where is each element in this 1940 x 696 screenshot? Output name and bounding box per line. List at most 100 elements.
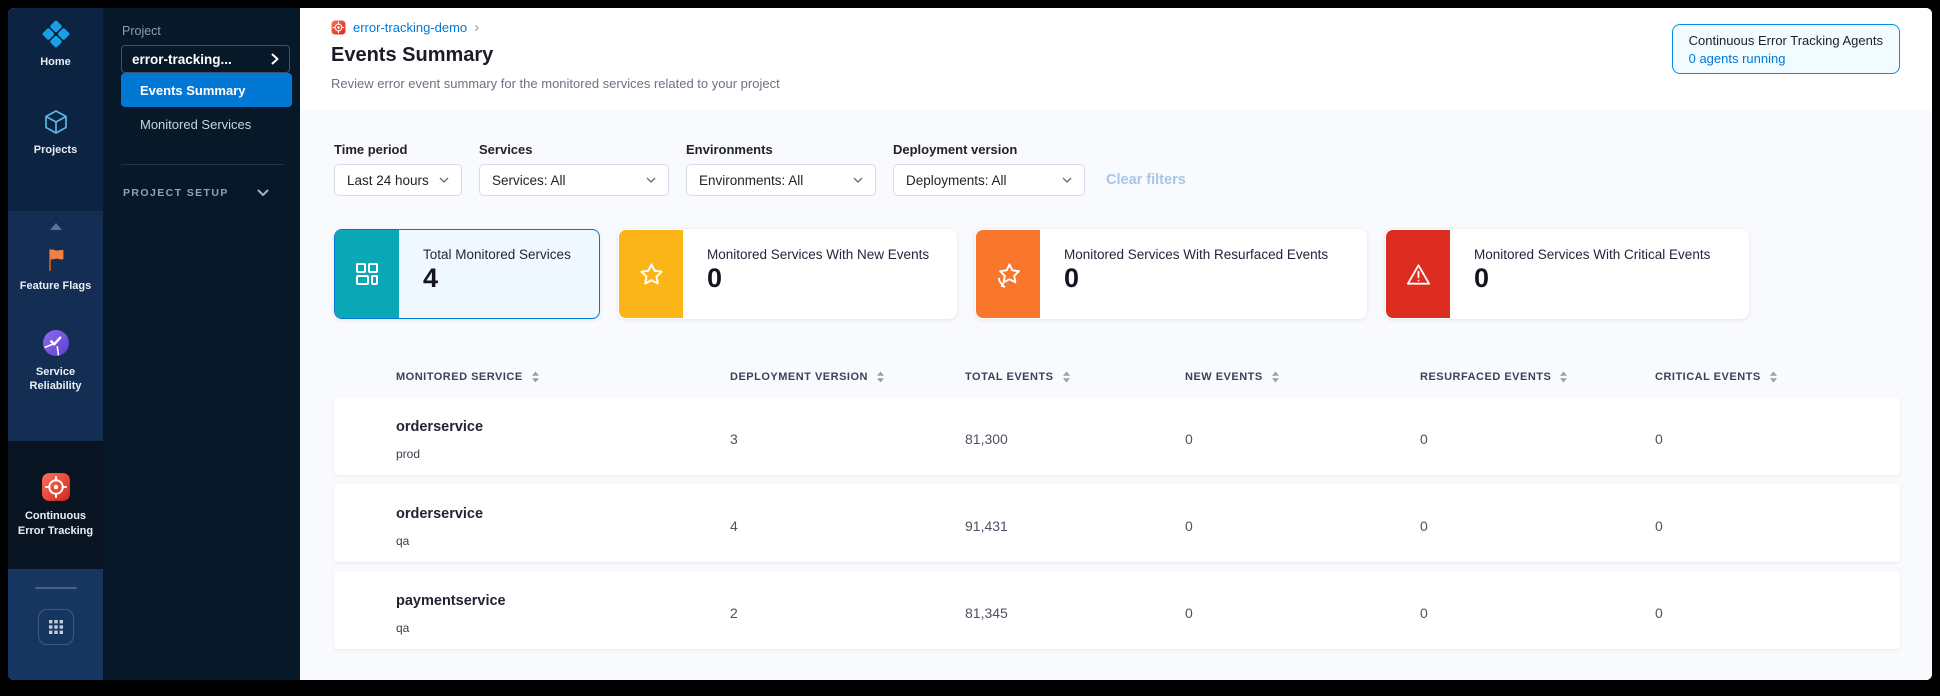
filter-label: Deployment version <box>893 142 1018 157</box>
card-resurfaced-events[interactable]: Monitored Services With Resurfaced Event… <box>975 229 1367 319</box>
table-row[interactable]: paymentservice qa 2 81,345 0 0 0 <box>334 571 1900 649</box>
column-header-critical-events[interactable]: CRITICAL EVENTS <box>1655 371 1900 383</box>
sort-icon[interactable] <box>1271 371 1280 383</box>
time-period-select[interactable]: Last 24 hours <box>334 164 462 196</box>
module-sidebar: Home Projects Feature Flags <box>8 8 103 680</box>
column-header-resurfaced-events[interactable]: RESURFACED EVENTS <box>1420 371 1655 383</box>
sidebar-item-service-reliability[interactable]: Service Reliability <box>8 328 103 394</box>
star-resurfaced-icon <box>997 262 1020 288</box>
card-value: 0 <box>1474 263 1490 293</box>
sidebar-divider <box>34 587 77 590</box>
scroll-up-icon[interactable] <box>46 221 66 231</box>
page-subtitle: Review error event summary for the monit… <box>331 76 780 91</box>
sort-icon[interactable] <box>1559 371 1568 383</box>
service-reliability-icon <box>42 329 69 356</box>
summary-cards: Total Monitored Services 4 Monitored Ser… <box>334 229 1900 319</box>
card-value: 4 <box>423 263 439 293</box>
breadcrumb-project-link[interactable]: error-tracking-demo <box>353 20 468 35</box>
project-selector-value: error-tracking... <box>132 51 232 67</box>
column-header-monitored-service[interactable]: MONITORED SERVICE <box>334 371 730 383</box>
sidebar-item-label: Continuous Error Tracking <box>17 510 94 537</box>
sort-icon[interactable] <box>1062 371 1071 383</box>
sidebar-item-label: Feature Flags <box>19 280 92 293</box>
critical-events-cell: 0 <box>1655 431 1663 447</box>
service-environment: qa <box>396 534 410 548</box>
card-title: Total Monitored Services <box>423 247 571 262</box>
project-setup-toggle[interactable]: PROJECT SETUP <box>123 187 300 199</box>
card-title: Monitored Services With New Events <box>707 247 930 262</box>
module-selector-button[interactable] <box>37 609 74 646</box>
chevron-down-icon <box>646 177 656 183</box>
page-title: Events Summary <box>331 44 494 66</box>
table-row[interactable]: orderservice qa 4 91,431 0 0 0 <box>334 484 1900 562</box>
sort-icon[interactable] <box>876 371 885 383</box>
home-icon <box>42 20 69 48</box>
deployment-version-cell: 2 <box>730 605 738 621</box>
app-window: Home Projects Feature Flags <box>8 8 1932 680</box>
deployments-select[interactable]: Deployments: All <box>893 164 1085 196</box>
table-row[interactable]: orderservice prod 3 81,300 0 0 0 <box>334 397 1900 475</box>
sort-icon[interactable] <box>531 371 540 383</box>
chevron-right-icon: › <box>474 19 480 36</box>
page-body: Time period Last 24 hours Services Servi… <box>300 110 1932 680</box>
star-icon <box>639 262 663 285</box>
chevron-down-icon <box>257 189 269 196</box>
critical-events-cell: 0 <box>1655 605 1663 621</box>
resurfaced-events-cell: 0 <box>1420 518 1428 534</box>
breadcrumb: error-tracking-demo › <box>331 20 780 35</box>
page-header: error-tracking-demo › Events Summary Rev… <box>300 8 1932 110</box>
deployment-version-cell: 4 <box>730 518 738 534</box>
service-name: paymentservice <box>396 593 506 609</box>
clear-filters-button[interactable]: Clear filters <box>1106 172 1186 188</box>
resurfaced-events-cell: 0 <box>1420 431 1428 447</box>
total-events-cell: 81,345 <box>965 605 1008 621</box>
main-content: error-tracking-demo › Events Summary Rev… <box>300 8 1932 680</box>
critical-events-cell: 0 <box>1655 518 1663 534</box>
nav-item-events-summary[interactable]: Events Summary <box>121 73 292 107</box>
project-section-label: Project <box>122 24 161 38</box>
deployment-version-cell: 3 <box>730 431 738 447</box>
sort-icon[interactable] <box>1769 371 1778 383</box>
new-events-cell: 0 <box>1185 605 1193 621</box>
service-environment: prod <box>396 447 421 461</box>
filter-bar: Time period Last 24 hours Services Servi… <box>334 142 1900 196</box>
filter-label: Services <box>479 142 533 157</box>
filter-label: Environments <box>686 142 773 157</box>
agents-panel-title: Continuous Error Tracking Agents <box>1688 33 1883 48</box>
card-new-events[interactable]: Monitored Services With New Events 0 <box>618 229 957 319</box>
services-grid-icon <box>356 263 378 285</box>
sidebar-item-feature-flags[interactable]: Feature Flags <box>16 245 96 294</box>
filter-label: Time period <box>334 142 408 157</box>
project-nav: Project error-tracking... Events Summary… <box>103 8 300 680</box>
sidebar-item-home[interactable]: Home <box>8 20 103 70</box>
sidebar-item-label: Projects <box>33 143 78 156</box>
continuous-error-tracking-icon <box>331 20 346 35</box>
service-name: orderservice <box>396 419 484 435</box>
card-critical-events[interactable]: Monitored Services With Critical Events … <box>1385 229 1749 319</box>
card-value: 0 <box>1064 263 1080 293</box>
nav-item-monitored-services[interactable]: Monitored Services <box>140 116 252 132</box>
project-selector[interactable]: error-tracking... <box>121 45 290 73</box>
sidebar-footer <box>8 569 103 680</box>
chevron-down-icon <box>439 177 449 183</box>
sidebar-item-label: Service Reliability <box>29 365 82 393</box>
total-events-cell: 91,431 <box>965 518 1008 534</box>
column-header-deployment-version[interactable]: DEPLOYMENT VERSION <box>730 371 965 383</box>
resurfaced-events-cell: 0 <box>1420 605 1428 621</box>
service-name: orderservice <box>396 506 484 522</box>
grid-apps-icon <box>48 620 63 635</box>
card-total-monitored-services[interactable]: Total Monitored Services 4 <box>334 229 600 319</box>
environments-select[interactable]: Environments: All <box>686 164 876 196</box>
card-title: Monitored Services With Critical Events <box>1474 247 1711 262</box>
services-select[interactable]: Services: All <box>479 164 669 196</box>
sidebar-item-projects[interactable]: Projects <box>8 108 103 158</box>
sidebar-item-continuous-error-tracking[interactable]: Continuous Error Tracking <box>8 441 103 570</box>
agents-running-link[interactable]: 0 agents running <box>1688 51 1786 66</box>
agents-panel[interactable]: Continuous Error Tracking Agents 0 agent… <box>1671 24 1900 74</box>
column-header-new-events[interactable]: NEW EVENTS <box>1185 371 1420 383</box>
feature-flags-icon <box>49 249 64 272</box>
chevron-down-icon <box>853 177 863 183</box>
table-header: MONITORED SERVICE DEPLOYMENT VERSION TOT… <box>334 357 1900 397</box>
warning-triangle-icon <box>1406 263 1430 285</box>
column-header-total-events[interactable]: TOTAL EVENTS <box>965 371 1185 383</box>
